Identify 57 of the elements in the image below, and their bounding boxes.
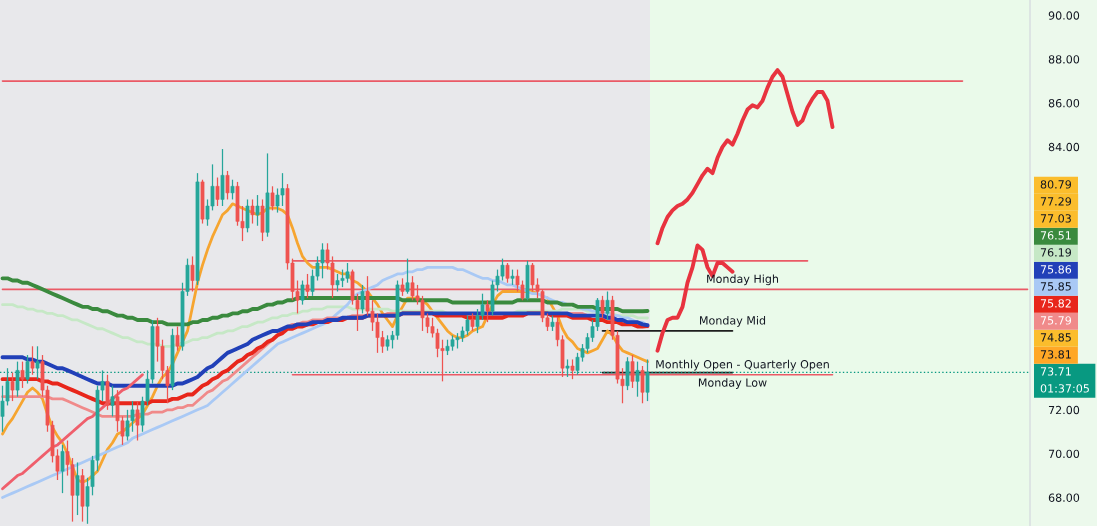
candlestick — [600, 295, 605, 319]
series-label: Monday Mid — [700, 316, 766, 327]
candlestick — [75, 461, 80, 516]
candlestick — [245, 198, 250, 233]
y-tick-label: 70.00 — [1048, 449, 1080, 459]
y-tick-label: 84.00 — [1048, 142, 1080, 152]
series-label: Monday Low — [698, 378, 767, 389]
text: 77.29 — [1040, 197, 1072, 206]
candlestick — [15, 360, 20, 398]
text: 80.79 — [1040, 180, 1072, 189]
candlestick — [10, 371, 15, 402]
text: 73.81 — [1040, 350, 1071, 359]
series-label: Monday High — [707, 274, 779, 286]
candlestick — [605, 290, 610, 321]
candlestick — [215, 176, 220, 207]
candlestick — [300, 279, 305, 306]
candlestick — [230, 179, 235, 201]
text: 74.85 — [1040, 333, 1071, 342]
candlestick — [570, 358, 575, 380]
candlestick — [405, 257, 410, 295]
ref-line-label: 73.71 01:37:05 — [1040, 367, 1089, 393]
y-tick-label: 90.00 — [1048, 11, 1080, 20]
text: 75.82 — [1040, 299, 1071, 308]
candlestick — [250, 198, 255, 225]
candlestick — [225, 170, 230, 201]
line-series — [655, 68, 835, 246]
candlestick — [190, 255, 195, 293]
text: 75.79 — [1040, 316, 1072, 325]
line-series — [0, 276, 650, 327]
candlestick — [485, 299, 490, 323]
candlestick — [645, 358, 650, 402]
candlestick — [255, 194, 260, 227]
candlestick — [175, 325, 180, 352]
y-tick-label: 72.00 — [1048, 405, 1080, 415]
y-tick-label: 86.00 — [1048, 98, 1080, 108]
candlestick — [135, 400, 140, 442]
candlestick — [60, 444, 65, 494]
candlestick — [305, 273, 310, 299]
candlestick — [30, 345, 35, 376]
candlestick — [35, 345, 40, 380]
text: 76.19 — [1040, 248, 1072, 257]
candlestick — [110, 385, 115, 418]
y-tick-label: 68.00 — [1048, 493, 1080, 502]
text: 75.86 — [1040, 265, 1072, 274]
text: 76.51 — [1040, 231, 1071, 240]
series-label: Monthly Open - Quarterly Open — [656, 359, 829, 371]
candlestick — [270, 185, 275, 212]
text: 75.85 — [1040, 282, 1071, 291]
candlestick — [635, 360, 640, 398]
candlestick — [25, 354, 30, 385]
candlestick — [640, 365, 645, 404]
y-tick-label: 88.00 — [1048, 55, 1080, 64]
candlestick — [505, 262, 510, 284]
candlestick — [20, 360, 25, 389]
candlestick — [630, 354, 635, 389]
text: 77.03 — [1040, 214, 1071, 223]
candlestick — [360, 284, 365, 315]
